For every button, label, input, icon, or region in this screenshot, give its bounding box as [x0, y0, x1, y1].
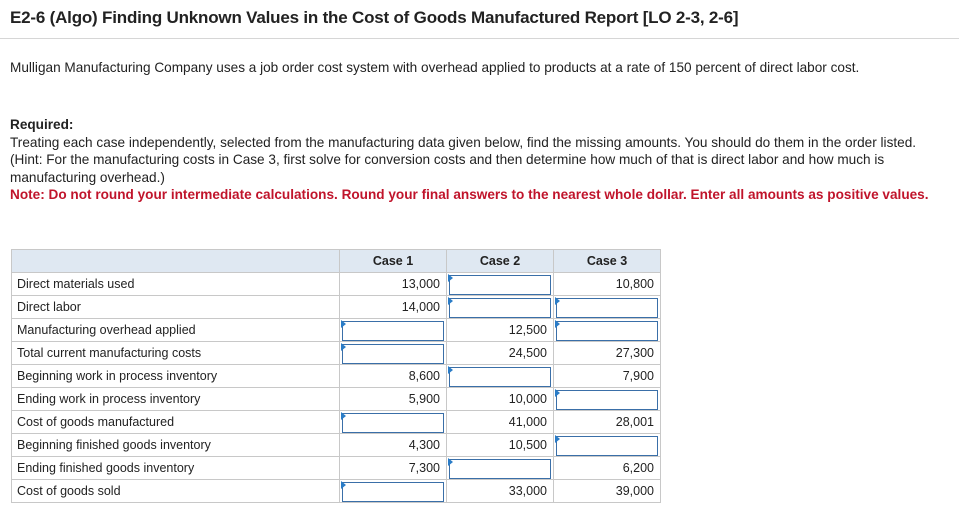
- input-marker-icon: [555, 435, 560, 443]
- row-label: Beginning finished goods inventory: [11, 433, 340, 457]
- given-value: 10,500: [446, 433, 554, 457]
- intro-paragraph: Mulligan Manufacturing Company uses a jo…: [10, 60, 860, 75]
- problem-title: E2-6 (Algo) Finding Unknown Values in th…: [10, 8, 739, 27]
- table-row: Total current manufacturing costs 24,500 2…: [11, 341, 661, 365]
- given-value: 14,000: [339, 295, 447, 319]
- required-section: Required: Treating each case independent…: [10, 116, 950, 204]
- table-row: Direct labor 14,000: [11, 295, 661, 319]
- answer-input[interactable]: [449, 298, 551, 318]
- table-header-row: Case 1 Case 2 Case 3: [11, 249, 661, 273]
- header-case-3: Case 3: [553, 249, 661, 273]
- row-label: Beginning work in process inventory: [11, 364, 340, 388]
- given-value: 7,900: [553, 364, 661, 388]
- row-label: Cost of goods sold: [11, 479, 340, 503]
- answer-input[interactable]: [342, 344, 444, 364]
- given-value: 6,200: [553, 456, 661, 480]
- answer-cell: [446, 364, 554, 388]
- input-marker-icon: [555, 320, 560, 328]
- input-marker-icon: [341, 412, 346, 420]
- answer-input[interactable]: [556, 390, 658, 410]
- given-value: 5,900: [339, 387, 447, 411]
- input-marker-icon: [448, 274, 453, 282]
- header-case-1: Case 1: [339, 249, 447, 273]
- answer-cell: [339, 318, 447, 342]
- input-marker-icon: [448, 297, 453, 305]
- input-marker-icon: [341, 320, 346, 328]
- input-marker-icon: [448, 458, 453, 466]
- given-value: 10,800: [553, 272, 661, 296]
- given-value: 10,000: [446, 387, 554, 411]
- row-label: Cost of goods manufactured: [11, 410, 340, 434]
- answer-cell: [446, 272, 554, 296]
- row-label: Ending work in process inventory: [11, 387, 340, 411]
- answer-input[interactable]: [342, 321, 444, 341]
- answer-input[interactable]: [449, 275, 551, 295]
- answer-cell: [553, 433, 661, 457]
- row-label: Manufacturing overhead applied: [11, 318, 340, 342]
- table-row: Direct materials used 13,000 10,800: [11, 272, 661, 296]
- answer-cell: [553, 318, 661, 342]
- table-row: Beginning finished goods inventory 4,300 1…: [11, 433, 661, 457]
- data-table: Case 1 Case 2 Case 3 Direct materials us…: [11, 249, 661, 503]
- title-divider: [0, 38, 959, 39]
- row-label: Ending finished goods inventory: [11, 456, 340, 480]
- table-row: Ending work in process inventory 5,900 10,…: [11, 387, 661, 411]
- answer-cell: [553, 387, 661, 411]
- given-value: 8,600: [339, 364, 447, 388]
- given-value: 7,300: [339, 456, 447, 480]
- row-label: Direct labor: [11, 295, 340, 319]
- answer-input[interactable]: [449, 367, 551, 387]
- given-value: 4,300: [339, 433, 447, 457]
- answer-cell: [446, 295, 554, 319]
- header-case-2: Case 2: [446, 249, 554, 273]
- input-marker-icon: [448, 366, 453, 374]
- input-marker-icon: [341, 481, 346, 489]
- answer-cell: [339, 341, 447, 365]
- table-row: Manufacturing overhead applied 12,500: [11, 318, 661, 342]
- header-blank: [11, 249, 340, 273]
- input-marker-icon: [555, 389, 560, 397]
- given-value: 39,000: [553, 479, 661, 503]
- answer-cell: [446, 456, 554, 480]
- given-value: 28,001: [553, 410, 661, 434]
- answer-input[interactable]: [556, 298, 658, 318]
- answer-cell: [339, 479, 447, 503]
- answer-input[interactable]: [342, 482, 444, 502]
- answer-cell: [553, 295, 661, 319]
- required-text: Treating each case independently, select…: [10, 134, 917, 185]
- given-value: 12,500: [446, 318, 554, 342]
- table-row: Ending finished goods inventory 7,300 6,20…: [11, 456, 661, 480]
- rounding-note: Note: Do not round your intermediate cal…: [10, 187, 929, 202]
- row-label: Total current manufacturing costs: [11, 341, 340, 365]
- given-value: 13,000: [339, 272, 447, 296]
- answer-input[interactable]: [342, 413, 444, 433]
- given-value: 41,000: [446, 410, 554, 434]
- given-value: 27,300: [553, 341, 661, 365]
- table-row: Cost of goods manufactured 41,000 28,001: [11, 410, 661, 434]
- row-label: Direct materials used: [11, 272, 340, 296]
- answer-cell: [339, 410, 447, 434]
- input-marker-icon: [555, 297, 560, 305]
- answer-input[interactable]: [449, 459, 551, 479]
- answer-input[interactable]: [556, 436, 658, 456]
- given-value: 33,000: [446, 479, 554, 503]
- table-row: Cost of goods sold 33,000 39,000: [11, 479, 661, 503]
- given-value: 24,500: [446, 341, 554, 365]
- answer-input[interactable]: [556, 321, 658, 341]
- required-heading: Required:: [10, 117, 74, 132]
- table-row: Beginning work in process inventory 8,600…: [11, 364, 661, 388]
- input-marker-icon: [341, 343, 346, 351]
